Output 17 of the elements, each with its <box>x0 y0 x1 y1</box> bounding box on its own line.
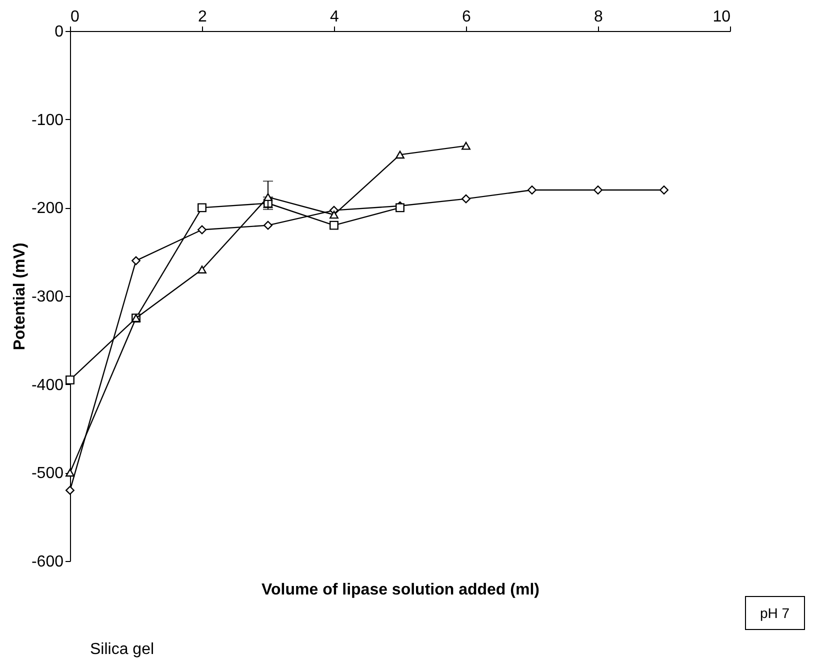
x-axis-title: Volume of lipase solution added (ml) <box>262 582 540 598</box>
y-axis-title: Potential (mV) <box>11 242 28 350</box>
y-tick-label: -100 <box>31 112 64 129</box>
y-tick-label: -400 <box>31 376 64 394</box>
x-tick-label: 0 <box>70 8 80 26</box>
x-tick-label: 6 <box>462 8 472 26</box>
x-tick-label: 10 <box>712 8 731 26</box>
x-tick-label: 4 <box>330 8 340 26</box>
x-tick-label: 2 <box>198 8 208 26</box>
y-tick-label: -300 <box>31 288 64 306</box>
y-tick-label: -200 <box>31 200 64 218</box>
text: pH 7 <box>745 596 805 630</box>
y-tick-label: 0 <box>54 24 64 40</box>
y-tick-label: -500 <box>31 465 64 482</box>
y-tick-label: -600 <box>31 554 64 570</box>
x-tick-label: 8 <box>594 8 604 26</box>
text: Silica gel <box>90 641 154 658</box>
